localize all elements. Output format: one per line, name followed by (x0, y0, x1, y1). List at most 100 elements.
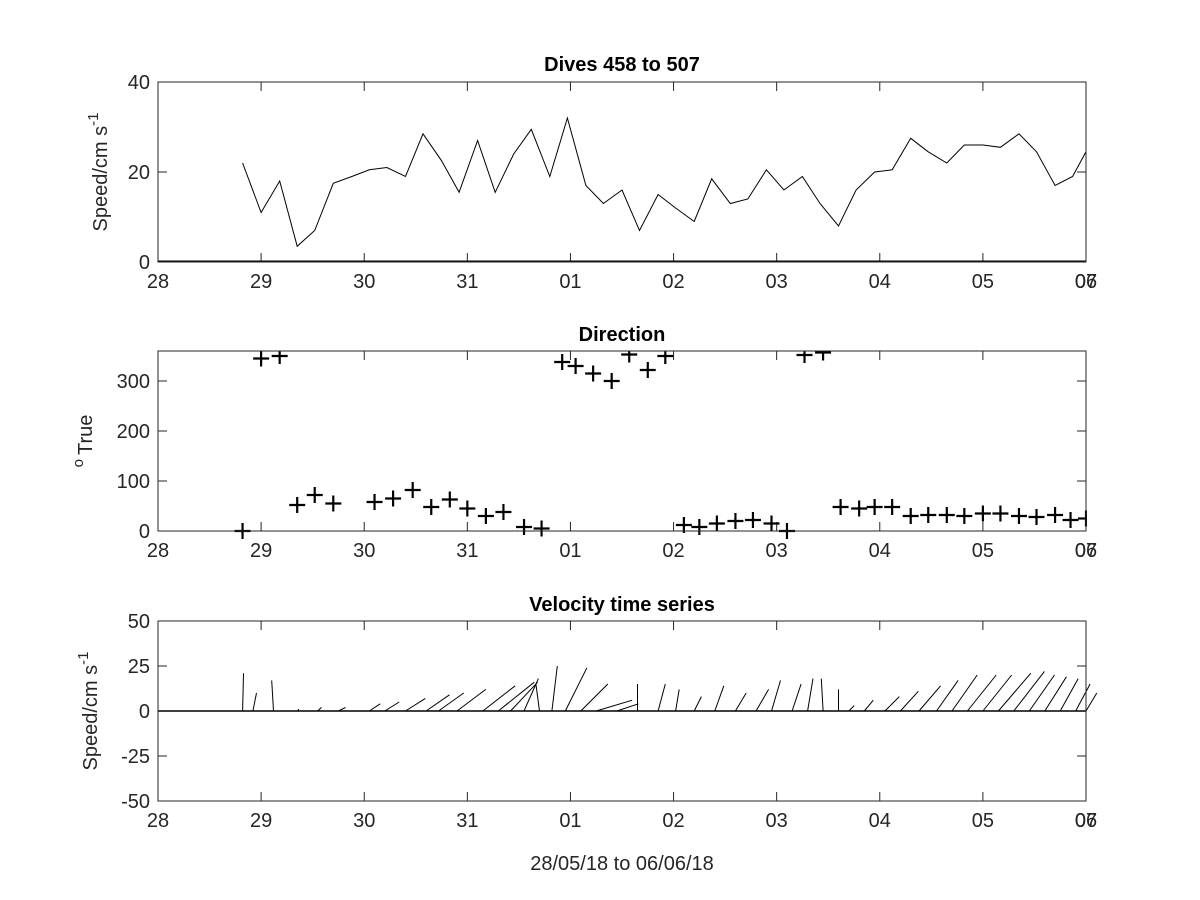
x-tick-label: 31 (456, 271, 478, 293)
velocity-stick (791, 683, 802, 712)
velocity-stick (755, 689, 770, 712)
velocity-stick (734, 692, 747, 712)
x-tick-label: 03 (766, 810, 788, 832)
direction-point (832, 499, 849, 515)
velocity-stick (1085, 692, 1098, 712)
direction-point (441, 491, 458, 508)
direction-point (744, 512, 761, 528)
x-tick-label: 28 (147, 271, 169, 293)
velocity-stick (918, 685, 941, 712)
direction-point (516, 519, 533, 535)
x-tick-label: 02 (662, 271, 684, 293)
direction-y-axis-label: o True (70, 415, 97, 468)
velocity-y-axis-label-text: Speed/cm s (80, 665, 102, 771)
velocity-stick (296, 708, 300, 712)
velocity-y-axis-label-superscript: -1 (75, 652, 92, 665)
velocity-stick (242, 673, 244, 712)
direction-point (866, 499, 883, 515)
x-tick-label: 05 (972, 810, 994, 832)
y-tick-label: 100 (117, 471, 150, 493)
direction-point (796, 351, 813, 363)
y-tick-label: 200 (117, 421, 150, 443)
direction-point (675, 517, 692, 533)
velocity-stick (1044, 676, 1067, 712)
velocity-stick (384, 701, 400, 712)
velocity-stick (497, 681, 535, 712)
x-tick-label: 03 (766, 540, 788, 562)
velocity-stick (693, 696, 702, 712)
x-tick-label: 04 (869, 540, 891, 562)
velocity-stick (405, 697, 426, 712)
direction-point (763, 515, 780, 532)
x-tick-label: 28 (147, 810, 169, 832)
direction-point (459, 500, 476, 517)
x-tick-label: 01 (559, 810, 581, 832)
velocity-stick (616, 703, 639, 712)
speed-y-axis-label-text: Speed/cm s (90, 126, 112, 232)
velocity-stick (1075, 683, 1091, 712)
velocity-stick (657, 683, 666, 712)
x-tick-label: 28 (147, 540, 169, 562)
direction-point (992, 505, 1009, 522)
velocity-stick (771, 680, 781, 712)
y-tick-label: 40 (128, 72, 150, 94)
direction-point (815, 351, 832, 361)
direction-point (271, 351, 288, 364)
velocity-stick (807, 678, 814, 712)
direction-chart-title: Direction (579, 324, 666, 346)
direction-point (366, 494, 383, 510)
direction-point (727, 513, 744, 529)
x-tick-label: 03 (766, 271, 788, 293)
x-tick-label: 04 (869, 810, 891, 832)
velocity-chart-title: Velocity time series (529, 594, 715, 616)
x-tick-label: 29 (250, 271, 272, 293)
direction-point (423, 499, 440, 515)
y-tick-label: 20 (128, 162, 150, 184)
velocity-stick (564, 667, 588, 712)
velocity-stick (675, 689, 680, 712)
velocity-stick (338, 706, 346, 712)
speed-line-series (242, 116, 1087, 248)
speed-y-axis-label-superscript: -1 (85, 113, 102, 126)
direction-point (884, 499, 901, 515)
direction-point (567, 358, 584, 374)
velocity-stick (535, 683, 540, 712)
x-tick-label: 07 (1075, 271, 1097, 293)
direction-point (691, 519, 708, 535)
x-tick-label: 04 (869, 271, 891, 293)
direction-point (554, 354, 571, 370)
velocity-stick (580, 683, 609, 712)
speed-series-line (242, 116, 1087, 248)
speed-axes-frame (157, 81, 1087, 263)
x-tick-label: 05 (972, 271, 994, 293)
velocity-stick (936, 680, 959, 712)
velocity-stick (951, 674, 978, 712)
direction-point (1047, 507, 1064, 523)
direction-point (289, 497, 306, 513)
direction-point (306, 487, 323, 503)
velocity-stick (369, 703, 381, 712)
velocity-stick (1028, 674, 1055, 712)
direction-point (938, 507, 955, 523)
velocity-stick (1059, 678, 1079, 712)
direction-point (477, 508, 494, 524)
x-tick-label: 01 (559, 271, 581, 293)
x-tick-label: 30 (353, 271, 375, 293)
direction-point (603, 373, 620, 389)
x-tick-label: 07 (1075, 810, 1097, 832)
direction-point (404, 482, 421, 498)
direction-y-axis-label-degree: o (70, 459, 87, 467)
velocity-stick (714, 685, 725, 712)
velocity-stick (252, 692, 257, 712)
direction-y-axis-label-text: True (75, 415, 97, 455)
direction-point (585, 365, 602, 382)
x-tick-label: 05 (972, 540, 994, 562)
x-tick-label: 02 (662, 810, 684, 832)
direction-point (1010, 508, 1027, 524)
direction-point (902, 508, 919, 524)
speed-panel: Dives 458 to 507 Speed/cm s-1 28 29 30 31 01… (85, 54, 1097, 293)
